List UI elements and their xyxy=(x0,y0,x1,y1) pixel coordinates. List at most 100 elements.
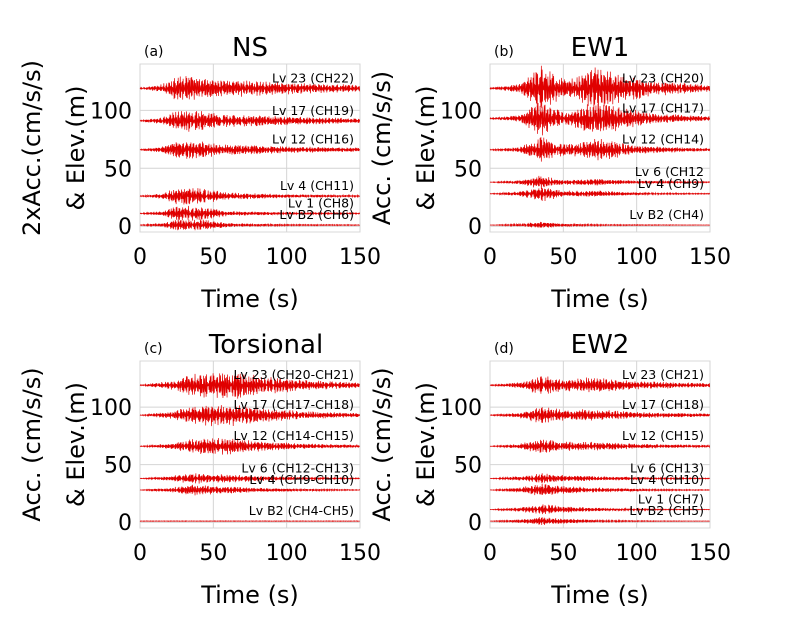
y-tick-label: 100 xyxy=(440,99,482,124)
x-tick-label: 100 xyxy=(266,245,308,270)
y-axis-label-line2: & Elev.(m) xyxy=(62,85,90,210)
trace-label: Lv 4 (CH9-CH10) xyxy=(249,472,354,487)
trace-line xyxy=(139,373,360,399)
trace-label: Lv 12 (CH16) xyxy=(272,132,354,147)
trace-line xyxy=(139,218,360,231)
y-tick-label: 50 xyxy=(104,454,132,479)
x-tick-label: 50 xyxy=(199,245,227,270)
trace-line xyxy=(489,504,710,515)
y-tick-label: 50 xyxy=(454,157,482,182)
panel-title: NS xyxy=(232,33,268,63)
x-tick-label: 150 xyxy=(339,245,381,270)
x-axis-label: Time (s) xyxy=(200,581,299,609)
y-tick-label: 0 xyxy=(118,215,132,240)
trace-line xyxy=(489,103,711,136)
y-axis-label: Acc. (cm/s/s) xyxy=(18,367,46,521)
y-tick-label: 0 xyxy=(118,511,132,536)
trace-line xyxy=(489,376,711,394)
x-tick-label: 50 xyxy=(199,541,227,566)
y-tick-label: 0 xyxy=(468,215,482,240)
panel-a: Lv 23 (CH22) Lv 17 (CH19) Lv 12 (CH16) Lv 4… xyxy=(18,33,381,313)
trace-label: Lv 6 (CH13) xyxy=(630,460,704,475)
y-axis-label-line2: & Elev.(m) xyxy=(62,382,90,507)
trace-label: Lv 23 (CH21) xyxy=(622,367,704,382)
trace-label: Lv 23 (CH20) xyxy=(622,70,704,85)
panel-letter: (d) xyxy=(494,341,514,357)
trace-label: Lv 1 (CH7) xyxy=(638,492,704,507)
y-axis-label: 2xAcc.(cm/s/s) xyxy=(18,60,46,236)
trace-line xyxy=(139,405,361,427)
y-tick-label: 50 xyxy=(104,157,132,182)
trace-label: Lv 6 (CH12 xyxy=(635,164,704,179)
panel-letter: (a) xyxy=(144,44,164,60)
trace-line xyxy=(489,483,710,496)
y-axis-label: Acc. (cm/s/s) xyxy=(368,367,396,521)
y-axis-label: Acc. (cm/s/s) xyxy=(368,71,396,225)
trace-line xyxy=(139,188,361,205)
trace-label: Lv B2 (CH5) xyxy=(629,503,704,518)
trace-line xyxy=(489,439,711,453)
trace-label: Lv 12 (CH14) xyxy=(622,132,704,147)
trace-label: Lv 23 (CH22) xyxy=(272,70,354,85)
trace-label: Lv 17 (CH19) xyxy=(272,103,354,118)
trace-line xyxy=(139,473,360,484)
trace-label: Lv 1 (CH8) xyxy=(288,195,354,210)
x-tick-label: 150 xyxy=(339,541,381,566)
x-axis-label: Time (s) xyxy=(550,285,649,313)
panel-d: Lv 23 (CH21) Lv 17 (CH18) Lv 12 (CH15) Lv 6… xyxy=(368,330,731,609)
trace-line xyxy=(489,175,711,189)
y-axis-label-line2: & Elev.(m) xyxy=(412,85,440,210)
x-tick-label: 150 xyxy=(689,541,731,566)
x-tick-label: 100 xyxy=(616,245,658,270)
trace-label: Lv 12 (CH15) xyxy=(622,428,704,443)
trace-line xyxy=(139,141,360,159)
trace-label: Lv 17 (CH18) xyxy=(622,397,704,412)
panel-title: EW1 xyxy=(571,33,630,63)
trace-line xyxy=(489,407,711,423)
x-tick-label: 0 xyxy=(483,245,497,270)
trace-line xyxy=(489,187,711,202)
x-tick-label: 0 xyxy=(483,541,497,566)
panel-letter: (c) xyxy=(144,341,163,357)
panel-letter: (b) xyxy=(494,44,514,60)
trace-label: Lv B2 (CH4-CH5) xyxy=(249,503,354,518)
y-axis-label-line2: & Elev.(m) xyxy=(412,382,440,507)
trace-line xyxy=(139,205,361,221)
trace-label: Lv B2 (CH6) xyxy=(279,207,354,222)
x-tick-label: 0 xyxy=(133,245,147,270)
x-tick-label: 100 xyxy=(616,541,658,566)
trace-line xyxy=(139,76,361,100)
trace-label: Lv 23 (CH20-CH21) xyxy=(233,367,354,382)
x-axis-label: Time (s) xyxy=(550,581,649,609)
y-tick-label: 100 xyxy=(90,99,132,124)
trace-label: Lv 12 (CH14-CH15) xyxy=(233,428,354,443)
x-axis-label: Time (s) xyxy=(200,285,299,313)
trace-label: Lv 4 (CH9) xyxy=(638,176,704,191)
y-tick-label: 100 xyxy=(440,396,482,421)
x-tick-label: 50 xyxy=(549,245,577,270)
trace-line xyxy=(489,473,710,483)
trace-label: Lv 17 (CH17-CH18) xyxy=(233,397,354,412)
trace-line xyxy=(139,520,360,523)
trace-line xyxy=(489,517,710,526)
trace-line xyxy=(489,65,711,109)
x-tick-label: 0 xyxy=(133,541,147,566)
trace-label: Lv B2 (CH4) xyxy=(629,207,704,222)
panel-title: Torsional xyxy=(208,330,323,360)
trace-line xyxy=(489,221,710,228)
trace-line xyxy=(139,484,361,496)
panel-b: Lv 23 (CH20) Lv 17 (CH17) Lv 12 (CH14) Lv 6… xyxy=(368,33,731,313)
panel-title: EW2 xyxy=(571,330,630,360)
trace-line xyxy=(139,111,361,132)
y-tick-label: 50 xyxy=(454,454,482,479)
trace-label: Lv 4 (CH11) xyxy=(280,178,354,193)
trace-line xyxy=(489,137,711,162)
trace-label: Lv 17 (CH17) xyxy=(622,100,704,115)
y-tick-label: 0 xyxy=(468,511,482,536)
trace-line xyxy=(139,437,361,455)
x-tick-label: 50 xyxy=(549,541,577,566)
x-tick-label: 100 xyxy=(266,541,308,566)
panel-c: Lv 23 (CH20-CH21) Lv 17 (CH17-CH18) Lv 12 … xyxy=(18,330,381,609)
trace-label: Lv 4 (CH10) xyxy=(630,472,704,487)
